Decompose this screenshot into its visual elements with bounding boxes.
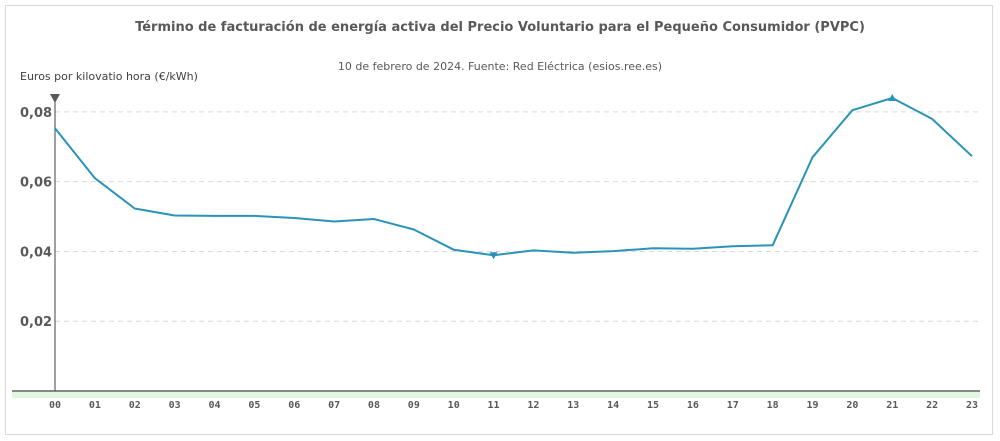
y-tick-label-2: 0,06 xyxy=(20,176,52,191)
x-tick-labels: 00 01 02 03 04 05 06 07 08 09 10 11 12 13 14 15 16 17 18 19… xyxy=(49,400,978,411)
chart-subtitle: 10 de febrero de 2024. Fuente: Red Eléct… xyxy=(337,60,663,73)
x-tick-label-15: 15 xyxy=(647,400,659,411)
series-line xyxy=(54,97,973,257)
x-tick-label-22: 22 xyxy=(926,400,938,411)
x-tick-label-09: 09 xyxy=(408,400,420,411)
x-tick-label-03: 03 xyxy=(169,400,181,411)
y-axis-label: Euros por kilovatio hora (€/kWh) xyxy=(20,70,198,83)
x-tick-label-02: 02 xyxy=(129,400,141,411)
x-axis-band xyxy=(12,392,980,398)
x-tick-label-12: 12 xyxy=(527,400,539,411)
y-tick-label-3: 0,08 xyxy=(20,106,52,121)
x-tick-label-11: 11 xyxy=(488,400,500,411)
x-tick-label-08: 08 xyxy=(368,400,380,411)
x-tick-label-14: 14 xyxy=(607,400,619,411)
x-tick-label-16: 16 xyxy=(687,400,699,411)
x-tick-label-19: 19 xyxy=(806,400,818,411)
x-tick-label-01: 01 xyxy=(89,400,101,411)
x-axis-band-layer xyxy=(12,392,980,398)
chart-frame xyxy=(5,5,993,435)
x-tick-label-07: 07 xyxy=(328,400,340,411)
x-tick-label-05: 05 xyxy=(248,400,260,411)
x-tick-label-00: 00 xyxy=(49,400,61,411)
series-line-layer xyxy=(54,97,973,257)
x-tick-label-13: 13 xyxy=(567,400,579,411)
extreme-markers xyxy=(489,93,897,260)
x-tick-label-18: 18 xyxy=(767,400,779,411)
y-tick-label-0: 0,02 xyxy=(20,315,52,330)
chart-title: Término de facturación de energía activa… xyxy=(135,20,865,35)
x-tick-label-04: 04 xyxy=(208,400,220,411)
y-tick-labels: 0,02 0,04 0,06 0,08 xyxy=(20,106,52,330)
x-tick-label-21: 21 xyxy=(886,400,898,411)
x-tick-label-17: 17 xyxy=(727,400,739,411)
max-marker-icon xyxy=(888,93,897,101)
y-tick-label-1: 0,04 xyxy=(20,245,52,260)
y-axis-arrow-icon xyxy=(50,94,60,103)
min-marker-icon xyxy=(489,252,498,260)
x-tick-label-06: 06 xyxy=(288,400,300,411)
x-tick-label-23: 23 xyxy=(966,400,978,411)
x-tick-label-10: 10 xyxy=(448,400,460,411)
axes xyxy=(12,94,980,392)
x-tick-label-20: 20 xyxy=(846,400,858,411)
